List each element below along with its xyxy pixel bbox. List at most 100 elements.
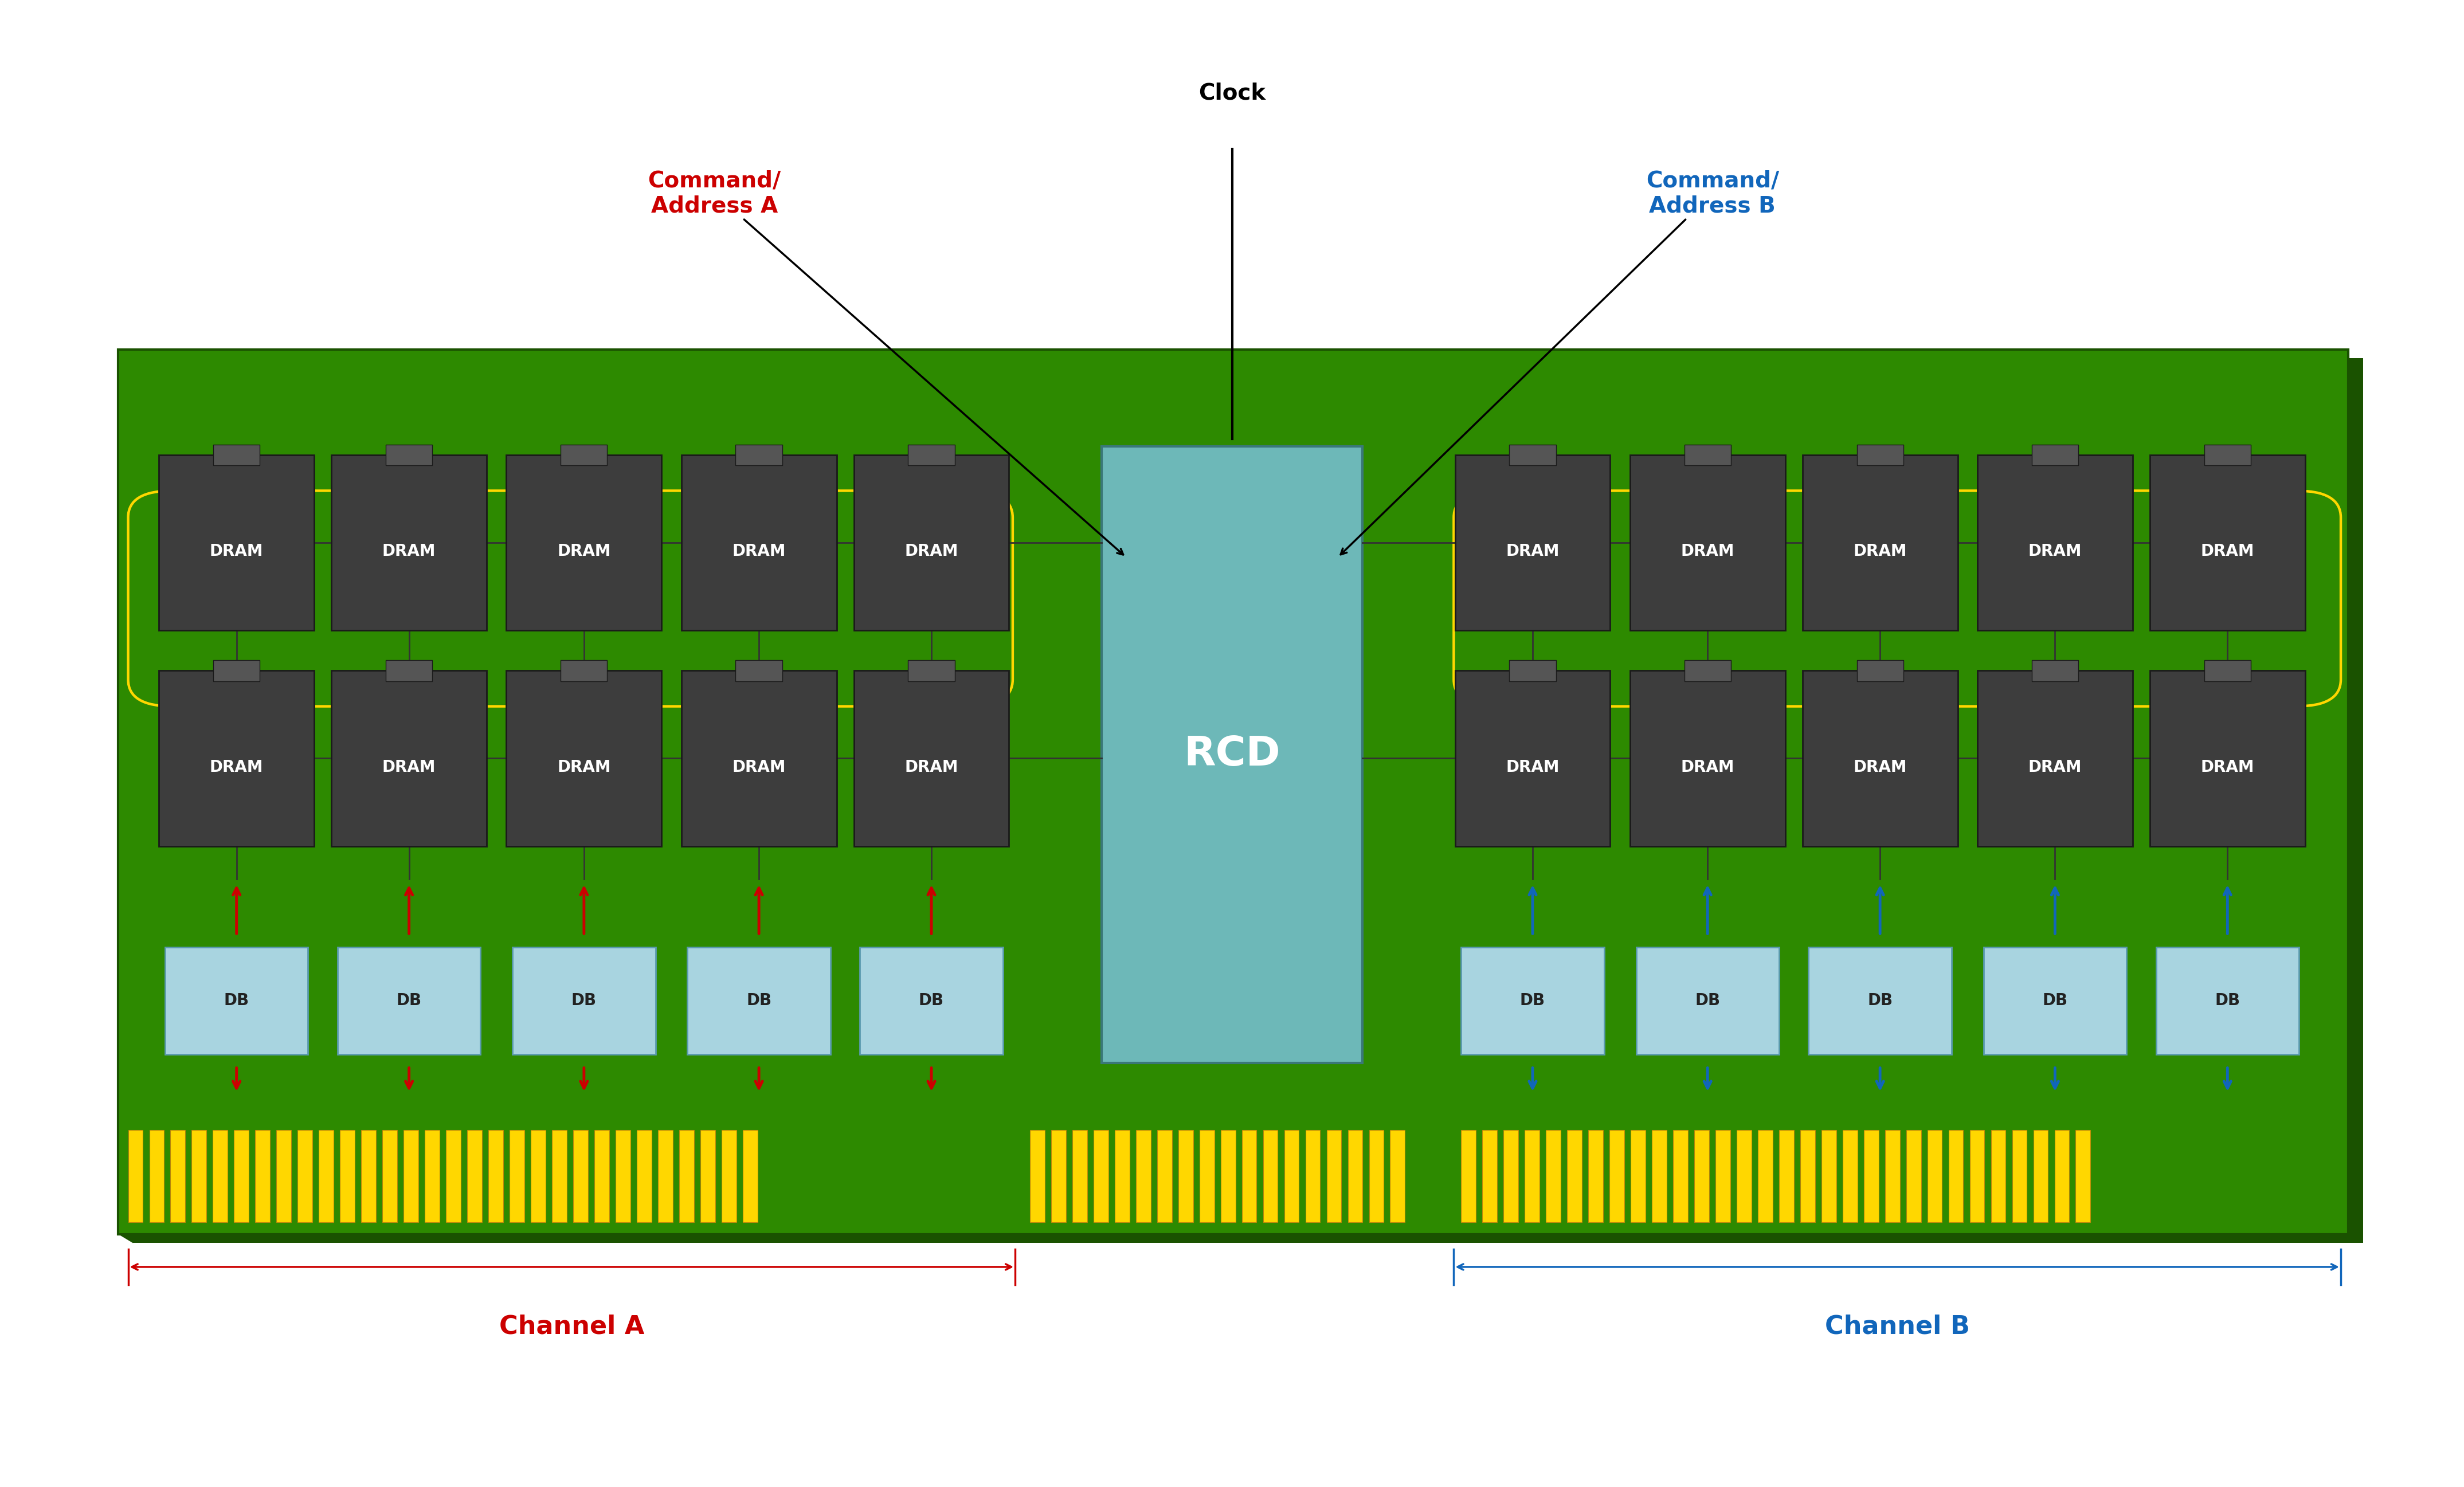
- Text: DRAM: DRAM: [1680, 544, 1735, 559]
- Text: DRAM: DRAM: [904, 544, 958, 559]
- Bar: [118, 349, 2348, 1234]
- Bar: [2205, 445, 2250, 465]
- Text: Channel A: Channel A: [500, 1315, 643, 1338]
- Text: DRAM: DRAM: [382, 760, 436, 775]
- Bar: [1631, 455, 1784, 630]
- Bar: [2156, 947, 2299, 1054]
- Bar: [1220, 1130, 1234, 1222]
- Bar: [562, 660, 606, 681]
- Bar: [2075, 1130, 2089, 1222]
- Bar: [1636, 947, 1779, 1054]
- Bar: [2013, 1130, 2028, 1222]
- Bar: [128, 1130, 143, 1222]
- Bar: [1348, 1130, 1363, 1222]
- Bar: [1525, 1130, 1540, 1222]
- Bar: [1863, 1130, 1878, 1222]
- Text: DB: DB: [224, 993, 249, 1008]
- Bar: [1242, 1130, 1257, 1222]
- Bar: [1685, 445, 1730, 465]
- Bar: [1461, 947, 1604, 1054]
- Bar: [680, 671, 835, 846]
- Bar: [2033, 660, 2077, 681]
- Bar: [680, 1130, 695, 1222]
- Bar: [1858, 660, 1902, 681]
- Bar: [2205, 660, 2250, 681]
- Bar: [1114, 1130, 1129, 1222]
- Bar: [214, 660, 259, 681]
- Bar: [1264, 1130, 1279, 1222]
- Text: DB: DB: [397, 993, 421, 1008]
- Text: DB: DB: [919, 993, 944, 1008]
- Bar: [1949, 1130, 1964, 1222]
- Bar: [1809, 947, 1951, 1054]
- Text: DRAM: DRAM: [2028, 760, 2082, 775]
- Text: DB: DB: [2215, 993, 2240, 1008]
- Bar: [212, 1130, 227, 1222]
- Bar: [737, 445, 781, 465]
- Bar: [424, 1130, 439, 1222]
- Text: DRAM: DRAM: [1853, 544, 1907, 559]
- Bar: [404, 1130, 419, 1222]
- Text: DB: DB: [747, 993, 771, 1008]
- Bar: [1858, 445, 1902, 465]
- Bar: [530, 1130, 545, 1222]
- Bar: [1094, 1130, 1109, 1222]
- Bar: [1589, 1130, 1604, 1222]
- Bar: [574, 1130, 589, 1222]
- Bar: [1984, 947, 2126, 1054]
- Bar: [330, 455, 488, 630]
- Bar: [855, 455, 1010, 630]
- Text: RCD: RCD: [1183, 735, 1281, 775]
- Text: DRAM: DRAM: [2200, 544, 2255, 559]
- Bar: [1631, 1130, 1646, 1222]
- Text: DRAM: DRAM: [2200, 760, 2255, 775]
- Bar: [1685, 660, 1730, 681]
- Bar: [1390, 1130, 1404, 1222]
- Bar: [2033, 445, 2077, 465]
- Bar: [510, 1130, 525, 1222]
- Bar: [1801, 671, 1956, 846]
- Text: DRAM: DRAM: [1853, 760, 1907, 775]
- Bar: [1545, 1130, 1560, 1222]
- Bar: [1779, 1130, 1794, 1222]
- Bar: [1969, 1130, 1984, 1222]
- Bar: [382, 1130, 397, 1222]
- Text: DRAM: DRAM: [732, 544, 786, 559]
- Bar: [1306, 1130, 1321, 1222]
- Bar: [1631, 671, 1784, 846]
- Text: DB: DB: [1520, 993, 1545, 1008]
- Bar: [658, 1130, 673, 1222]
- Text: DRAM: DRAM: [1506, 544, 1560, 559]
- Bar: [362, 1130, 377, 1222]
- Bar: [158, 455, 313, 630]
- Text: Clock: Clock: [1198, 82, 1266, 104]
- Bar: [1072, 1130, 1087, 1222]
- Bar: [562, 445, 606, 465]
- Text: DRAM: DRAM: [557, 760, 611, 775]
- Bar: [158, 671, 313, 846]
- Bar: [742, 1130, 756, 1222]
- Bar: [1483, 1130, 1498, 1222]
- Bar: [680, 455, 835, 630]
- Bar: [1907, 1130, 1922, 1222]
- Bar: [1567, 1130, 1582, 1222]
- Bar: [192, 1130, 207, 1222]
- Bar: [552, 1130, 567, 1222]
- Bar: [737, 660, 781, 681]
- Bar: [1178, 1130, 1193, 1222]
- Bar: [1503, 1130, 1518, 1222]
- Bar: [855, 671, 1010, 846]
- Bar: [1737, 1130, 1752, 1222]
- Bar: [1461, 1130, 1476, 1222]
- Bar: [722, 1130, 737, 1222]
- Text: DB: DB: [2043, 993, 2067, 1008]
- Bar: [1976, 671, 2131, 846]
- Bar: [1651, 1130, 1666, 1222]
- Text: DRAM: DRAM: [1680, 760, 1735, 775]
- Bar: [1695, 1130, 1710, 1222]
- Text: DB: DB: [572, 993, 596, 1008]
- Bar: [1801, 455, 1956, 630]
- Bar: [1885, 1130, 1900, 1222]
- Bar: [1370, 1130, 1385, 1222]
- Bar: [1454, 455, 1611, 630]
